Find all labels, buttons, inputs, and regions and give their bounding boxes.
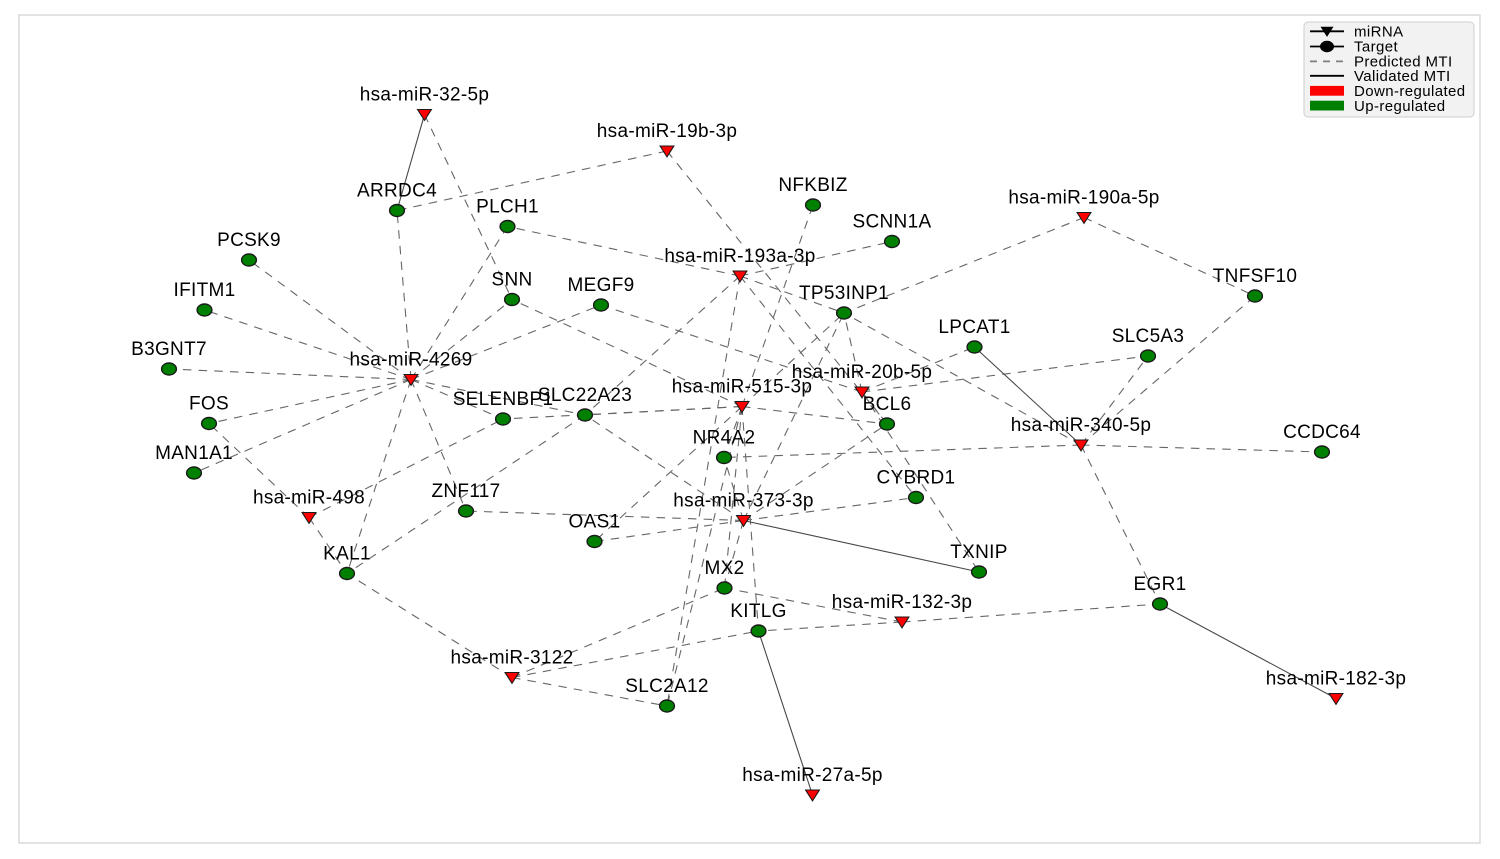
svg-text:MX2: MX2	[705, 558, 745, 579]
svg-text:B3GNT7: B3GNT7	[131, 339, 207, 360]
svg-text:Predicted MTI: Predicted MTI	[1354, 54, 1453, 71]
svg-text:hsa-miR-515-3p: hsa-miR-515-3p	[672, 377, 812, 398]
svg-text:EGR1: EGR1	[1134, 574, 1187, 595]
svg-text:NFKBIZ: NFKBIZ	[778, 175, 847, 196]
svg-text:hsa-miR-3122: hsa-miR-3122	[451, 648, 574, 669]
svg-text:SLC5A3: SLC5A3	[1112, 326, 1185, 347]
svg-text:Target: Target	[1354, 39, 1399, 56]
svg-text:TNFSF10: TNFSF10	[1213, 266, 1297, 287]
svg-text:hsa-miR-373-3p: hsa-miR-373-3p	[673, 491, 813, 512]
svg-text:hsa-miR-19b-3p: hsa-miR-19b-3p	[597, 121, 737, 142]
svg-text:hsa-miR-498: hsa-miR-498	[253, 488, 365, 509]
svg-text:hsa-miR-182-3p: hsa-miR-182-3p	[1266, 669, 1406, 690]
svg-text:NR4A2: NR4A2	[693, 428, 756, 449]
svg-text:BCL6: BCL6	[863, 394, 912, 415]
svg-text:hsa-miR-4269: hsa-miR-4269	[350, 350, 473, 371]
svg-text:CYBRD1: CYBRD1	[877, 468, 956, 489]
svg-text:IFITM1: IFITM1	[174, 280, 236, 301]
svg-text:hsa-miR-190a-5p: hsa-miR-190a-5p	[1008, 188, 1159, 209]
svg-text:TXNIP: TXNIP	[950, 542, 1007, 563]
svg-text:Up-regulated: Up-regulated	[1354, 98, 1446, 115]
svg-text:PCSK9: PCSK9	[217, 230, 281, 251]
svg-text:KAL1: KAL1	[323, 544, 371, 565]
svg-text:MAN1A1: MAN1A1	[155, 443, 233, 464]
svg-text:SLC22A23: SLC22A23	[538, 385, 632, 406]
svg-text:hsa-miR-193a-3p: hsa-miR-193a-3p	[664, 246, 815, 267]
svg-text:hsa-miR-132-3p: hsa-miR-132-3p	[832, 592, 972, 613]
svg-text:hsa-miR-340-5p: hsa-miR-340-5p	[1011, 415, 1151, 436]
svg-text:ZNF117: ZNF117	[431, 481, 500, 502]
svg-text:SNN: SNN	[491, 270, 532, 291]
svg-text:miRNA: miRNA	[1354, 24, 1404, 41]
svg-text:SCNN1A: SCNN1A	[853, 212, 932, 233]
svg-text:SLC2A12: SLC2A12	[625, 676, 708, 697]
svg-text:CCDC64: CCDC64	[1283, 422, 1361, 443]
svg-text:TP53INP1: TP53INP1	[799, 283, 889, 304]
svg-text:MEGF9: MEGF9	[568, 275, 635, 296]
svg-text:hsa-miR-32-5p: hsa-miR-32-5p	[360, 85, 490, 106]
svg-text:FOS: FOS	[189, 394, 229, 415]
svg-text:Down-regulated: Down-regulated	[1354, 83, 1466, 100]
svg-text:hsa-miR-20b-5p: hsa-miR-20b-5p	[792, 362, 932, 383]
svg-text:KITLG: KITLG	[730, 601, 786, 622]
svg-text:hsa-miR-27a-5p: hsa-miR-27a-5p	[742, 765, 882, 786]
svg-text:LPCAT1: LPCAT1	[938, 317, 1010, 338]
svg-text:SELENBP1: SELENBP1	[453, 389, 554, 410]
svg-text:ARRDC4: ARRDC4	[357, 181, 437, 202]
svg-text:PLCH1: PLCH1	[476, 197, 539, 218]
svg-text:OAS1: OAS1	[569, 512, 621, 533]
svg-text:Validated MTI: Validated MTI	[1354, 68, 1451, 85]
